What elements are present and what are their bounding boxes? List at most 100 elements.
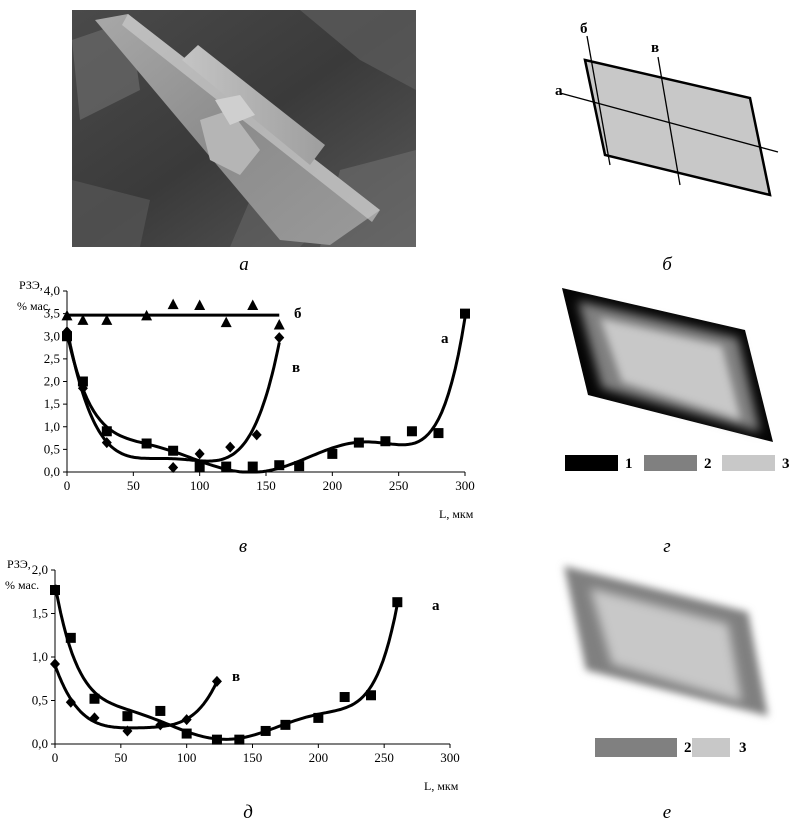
y-tick-label: 1,0: [44, 419, 60, 434]
x-tick-label: 50: [127, 478, 140, 493]
data-point: [313, 712, 324, 723]
data-point: [168, 461, 179, 473]
legend-swatch-2: [644, 455, 697, 471]
panel-label-e: д: [243, 802, 253, 823]
panel-label-c: в: [239, 536, 247, 557]
series-label: а: [432, 598, 440, 614]
data-point: [339, 692, 350, 703]
y-tick-label: 2,0: [44, 374, 60, 389]
data-point: [181, 728, 192, 739]
chart-rare-earth-profile-2: 0,0 0,5 1,0 1,5 2,0 0 50 100 150 200 250 300 РЗЭ, % м…: [5, 557, 460, 793]
data-point: [61, 309, 73, 321]
series-1: а: [62, 308, 470, 474]
y-tick-label: 0,0: [44, 464, 60, 479]
data-point: [392, 597, 403, 608]
data-point: [194, 448, 205, 460]
x-tick-label: 250: [389, 478, 409, 493]
x-tick-label: 150: [243, 750, 263, 765]
data-point: [353, 437, 364, 448]
x-tick-label: 200: [309, 750, 329, 765]
data-point: [89, 693, 100, 704]
data-point: [274, 460, 285, 471]
schematic-line-a: а: [555, 83, 563, 99]
data-point: [211, 734, 222, 745]
x-tick-label: 300: [440, 750, 460, 765]
series-label: а: [441, 331, 449, 347]
series-label: в: [292, 360, 300, 376]
zoning-map-e: [564, 566, 768, 716]
panel-label-a: а: [239, 254, 249, 275]
panel-label-d: г: [663, 536, 670, 557]
data-point: [65, 696, 76, 708]
legend-swatch-3: [692, 738, 730, 757]
data-point: [62, 326, 72, 338]
data-point: [220, 316, 232, 328]
x-tick-label: 150: [256, 478, 276, 493]
data-point: [225, 441, 236, 453]
data-point: [294, 461, 305, 472]
zoning-map-g: [562, 288, 773, 442]
data-point: [460, 308, 470, 319]
legend-label-3: 3: [782, 456, 790, 472]
data-point: [122, 725, 133, 737]
crystal-schematic: [559, 35, 779, 197]
legend-swatch-2: [595, 738, 677, 757]
panel-label-b: б: [662, 254, 673, 275]
y-axis-label: РЗЭ,: [7, 557, 31, 571]
y-tick-label: 3,0: [44, 328, 60, 343]
legend-swatch-1: [565, 455, 618, 471]
x-tick-label: 100: [177, 750, 197, 765]
legend-label-2: 2: [684, 740, 692, 756]
data-point: [433, 428, 444, 439]
data-point: [89, 712, 100, 724]
data-point: [234, 734, 245, 745]
y-tick-label: 1,0: [32, 649, 48, 664]
data-point: [141, 309, 153, 321]
y-tick-label: 0,0: [32, 736, 48, 751]
schematic-line-v: в: [651, 40, 659, 56]
data-point: [77, 382, 88, 394]
schematic-line-b: б: [580, 21, 588, 37]
y-tick-label: 1,5: [32, 606, 48, 621]
trend-line: [53, 584, 399, 741]
data-point: [101, 437, 112, 449]
data-point: [50, 585, 60, 596]
series-1: а: [50, 584, 440, 745]
series-label: б: [294, 306, 302, 322]
x-tick-label: 250: [374, 750, 394, 765]
x-axis-label: L, мкм: [424, 779, 459, 793]
legend-label-3: 3: [739, 740, 747, 756]
y-tick-label: 2,5: [44, 351, 60, 366]
data-point: [101, 426, 112, 437]
x-tick-label: 0: [52, 750, 59, 765]
data-point: [211, 675, 222, 687]
data-point: [274, 332, 285, 344]
data-point: [194, 461, 205, 472]
data-point: [167, 298, 179, 310]
series-2: б: [61, 298, 302, 330]
legend-label-2: 2: [704, 456, 712, 472]
data-point: [247, 299, 259, 310]
panel-label-f: е: [663, 802, 671, 823]
data-point: [327, 448, 338, 459]
data-point: [168, 445, 179, 456]
data-point: [77, 314, 89, 325]
x-tick-label: 300: [455, 478, 475, 493]
series-label: в: [232, 669, 240, 685]
y-tick-label: 4,0: [44, 283, 60, 298]
data-point: [65, 632, 76, 643]
data-point: [155, 719, 166, 731]
x-tick-label: 100: [190, 478, 210, 493]
chart-rare-earth-profile-1: 0,0 0,5 1,0 1,5 2,0 2,5 3,0 3,5 4,0 0 50 100 150 200 2…: [17, 278, 475, 521]
trend-line: [65, 317, 467, 474]
x-tick-label: 0: [64, 478, 71, 493]
y-tick-label: 1,5: [44, 396, 60, 411]
y-tick-label: 0,5: [44, 441, 60, 456]
y-axis-unit: % мас.: [5, 578, 39, 592]
series-2: в: [50, 658, 240, 737]
legend-label-1: 1: [625, 456, 633, 472]
data-point: [273, 318, 285, 330]
legend-e: 2 3: [595, 738, 747, 757]
data-point: [406, 426, 417, 437]
